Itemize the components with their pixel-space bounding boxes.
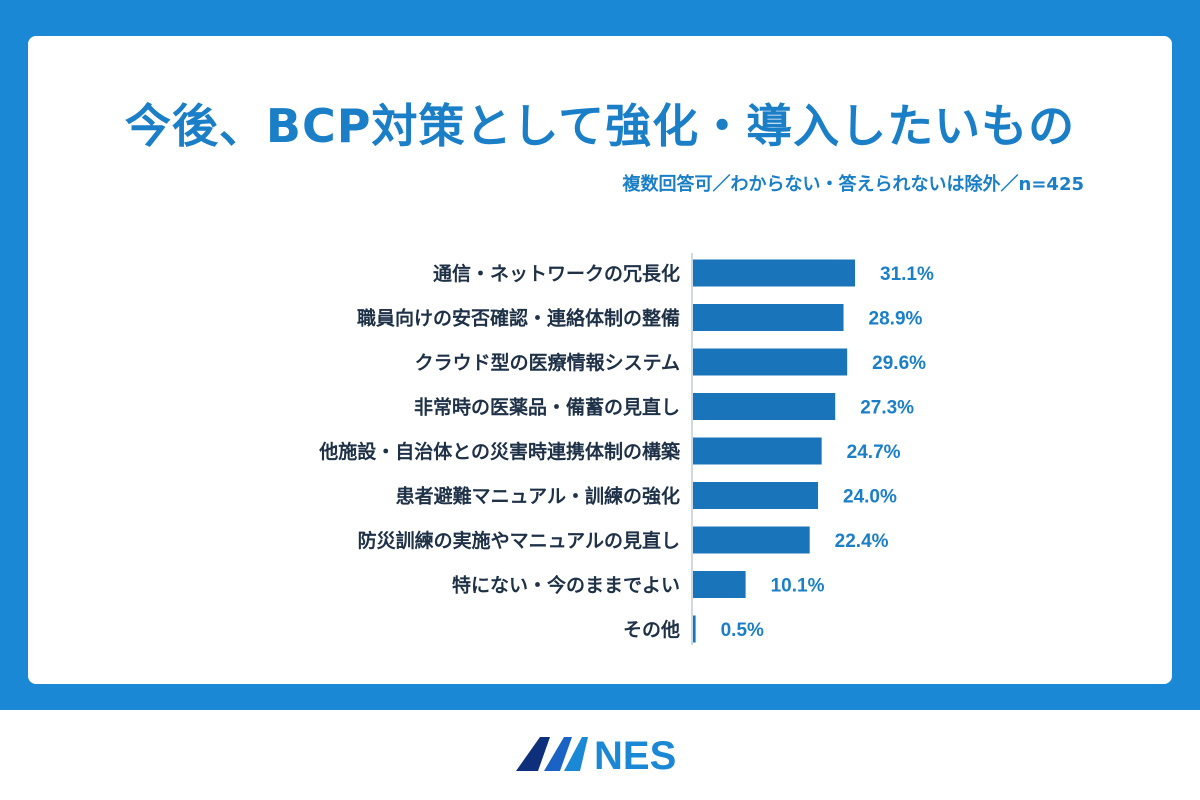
bar: [693, 393, 836, 420]
bar: [693, 482, 819, 509]
bar: [693, 304, 844, 331]
bar: [693, 437, 822, 465]
value-label: 29.6%: [872, 353, 926, 374]
category-label: 他施設・自治体との災害時連携体制の構築: [318, 440, 681, 463]
category-label: 通信・ネットワークの冗長化: [433, 262, 680, 285]
chart-subtitle: 複数回答可／わからない・答えられないは除外／n=425: [622, 174, 1084, 195]
category-label: 特にない・今のままでよい: [452, 574, 680, 597]
bar: [693, 526, 810, 554]
category-label: 防災訓練の実施やマニュアルの見直し: [358, 529, 680, 552]
value-label: 24.7%: [847, 442, 901, 463]
bar: [693, 348, 848, 376]
value-label: 10.1%: [771, 576, 825, 597]
bar: [693, 615, 696, 643]
mnes-logo: NES: [516, 734, 676, 775]
logo-mark-icon: [516, 737, 588, 771]
bar-chart: 通信・ネットワークの冗長化 31.1% 職員向けの安否確認・連絡体制の整備 28.9%…: [318, 253, 934, 645]
category-label: 患者避難マニュアル・訓練の強化: [396, 485, 680, 508]
category-label: 職員向けの安否確認・連絡体制の整備: [357, 307, 680, 330]
category-label: クラウド型の医療情報システム: [415, 351, 680, 374]
category-label: 非常時の医薬品・備蓄の見直し: [414, 396, 680, 419]
value-label: 0.5%: [721, 620, 764, 641]
chart-title: 今後、BCP対策として強化・導入したいもの: [124, 99, 1076, 153]
value-label: 28.9%: [869, 309, 923, 330]
chart-card: [28, 36, 1172, 684]
logo-text: NES: [594, 734, 676, 775]
bar: [693, 571, 746, 598]
category-label: その他: [623, 618, 680, 641]
value-label: 24.0%: [843, 487, 897, 508]
footer: [0, 710, 1200, 800]
value-label: 22.4%: [835, 531, 889, 552]
value-label: 31.1%: [880, 264, 934, 285]
bar: [693, 259, 855, 287]
value-label: 27.3%: [860, 398, 914, 419]
